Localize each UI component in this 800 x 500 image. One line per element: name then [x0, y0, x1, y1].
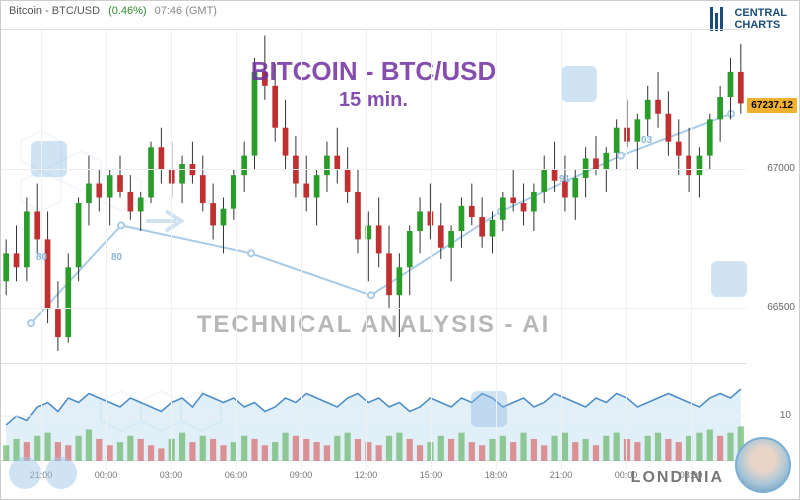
y-tick: 67000 — [767, 163, 795, 174]
avatar-icon[interactable] — [735, 437, 791, 493]
indicator-panel[interactable] — [1, 371, 746, 461]
wm-icon — [31, 141, 67, 177]
timestamp: 07:46 (GMT) — [155, 5, 217, 17]
x-tick: 06:00 — [225, 470, 248, 480]
price-chart[interactable] — [1, 29, 746, 364]
price-y-axis: 66500 67000 — [744, 29, 799, 364]
last-price-tag: 67237.12 — [747, 98, 797, 113]
pct-change: (0.46%) — [108, 5, 147, 17]
x-tick: 00:00 — [95, 470, 118, 480]
x-tick: 21:00 — [550, 470, 573, 480]
annotation-label: 80 — [36, 252, 47, 263]
corner-controls[interactable] — [9, 457, 77, 489]
annotation-label: 03 — [641, 135, 652, 146]
x-tick: 09:00 — [290, 470, 313, 480]
logo-icon — [710, 7, 728, 31]
annotation-label: 91 — [559, 174, 570, 185]
wm-icon — [561, 66, 597, 102]
x-tick: 12:00 — [355, 470, 378, 480]
x-tick: 15:00 — [420, 470, 443, 480]
symbol-label: Bitcoin - BTC/USD — [9, 5, 100, 17]
x-tick: 18:00 — [485, 470, 508, 480]
x-tick: 03:00 — [160, 470, 183, 480]
ind-y-tick: 10 — [780, 410, 791, 421]
logo-text-1: CENTRAL — [734, 7, 787, 19]
wm-icon — [471, 391, 507, 427]
wm-icon — [711, 261, 747, 297]
londinia-label: LONDINIA — [631, 469, 724, 487]
y-tick: 66500 — [767, 302, 795, 313]
brand-logo: CENTRALCHARTS — [710, 7, 787, 31]
annotation-label: 80 — [111, 252, 122, 263]
